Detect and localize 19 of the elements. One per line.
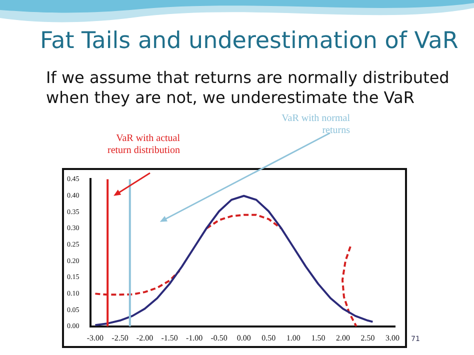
x-tick-label: -1.00	[186, 333, 203, 342]
x-tick-label: -3.00	[86, 333, 104, 342]
chart-subtitle: If we assume that returns are normally distributed when they are not, we underestimate the VaR	[46, 68, 450, 108]
x-tick-label: 0.50	[262, 333, 276, 342]
x-tick-label: 1.50	[311, 333, 326, 342]
x-tick-label: -2.00	[136, 333, 154, 342]
x-tick-label: -1.50	[161, 333, 178, 342]
line-series	[341, 246, 358, 326]
x-tick-label: 1.00	[286, 333, 300, 342]
x-tick-label: 2.00	[336, 333, 350, 342]
x-tick-label: -0.50	[210, 333, 228, 342]
x-tick-label: 2.50	[360, 333, 375, 342]
ref-line-label: VaR with normal returns	[280, 113, 350, 137]
chart-title: Fat Tails and underestimation of VaR	[40, 28, 458, 54]
line-series	[206, 214, 282, 230]
x-tick-label: 3.00	[386, 333, 400, 342]
ref-line-label: VaR with actual return distribution	[106, 133, 180, 157]
x-tick-label: 0.00	[236, 333, 251, 342]
x-tick-label: -2.50	[112, 333, 128, 342]
